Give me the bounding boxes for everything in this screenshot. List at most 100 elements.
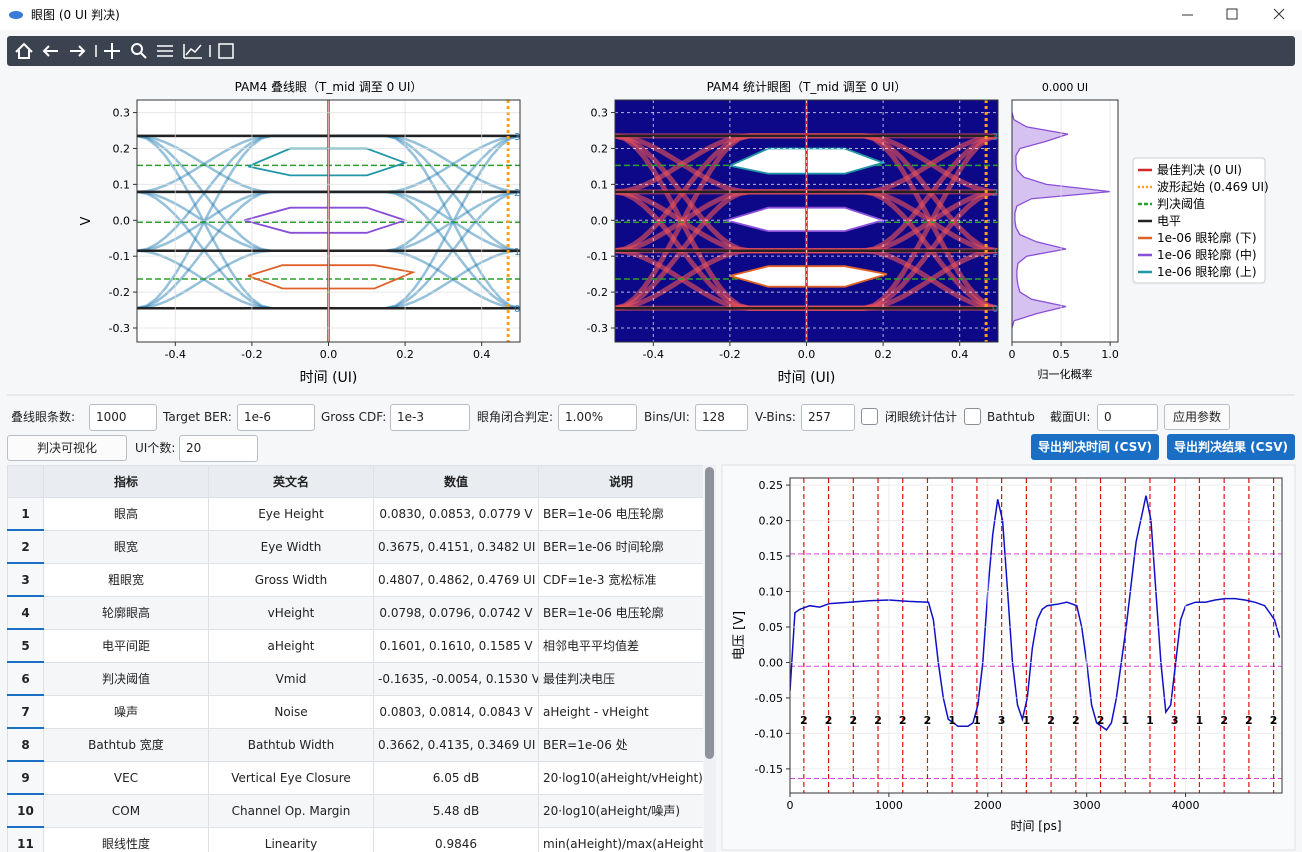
table-row: 9 VEC Vertical Eye Closure 6.05 dB 20·log10(… xyxy=(7,760,703,795)
title-bar xyxy=(0,0,1302,30)
x-tick-label: 0 xyxy=(787,799,794,812)
table-cell: 眼高 xyxy=(43,497,209,531)
scroll-thumb[interactable] xyxy=(705,467,714,759)
table-cell: Linearity xyxy=(208,826,374,852)
level-label: 3 xyxy=(992,132,998,143)
checkbox[interactable] xyxy=(964,408,981,425)
axes-button[interactable] xyxy=(183,44,202,59)
x-tick-label: 1.0 xyxy=(1101,348,1119,361)
table-cell: COM xyxy=(43,793,209,828)
symbol-label: 1 xyxy=(1121,714,1129,727)
pan-button[interactable] xyxy=(104,43,120,59)
table-cell: vHeight xyxy=(208,595,374,630)
y-tick-label: 0.00 xyxy=(759,656,784,669)
symbol-label: 1 xyxy=(1146,714,1154,727)
legend-label: 最佳判决 (0 UI) xyxy=(1157,163,1242,177)
x-tick-label: -0.4 xyxy=(643,348,664,361)
save-button[interactable] xyxy=(218,43,234,59)
y-tick-label: -0.05 xyxy=(755,692,783,705)
symbol-label: 2 xyxy=(1072,714,1080,727)
x-axis-label: 时间 [ps] xyxy=(1010,819,1061,833)
table-cell: Vmid xyxy=(208,661,374,696)
legend-label: 1e-06 眼轮廓 (下) xyxy=(1157,230,1257,245)
x-tick-label: 0.5 xyxy=(1052,348,1070,361)
apply-button[interactable]: 应用参数 xyxy=(1164,404,1230,430)
spin-input[interactable]: 20 xyxy=(179,435,258,462)
table-cell: 0.4807, 0.4862, 0.4769 UI xyxy=(373,562,539,597)
table-cell: Eye Height xyxy=(208,497,374,531)
table-cell: 5.48 dB xyxy=(373,793,539,828)
y-tick-label: -0.1 xyxy=(587,250,608,263)
table-cell: 0.3675, 0.4151, 0.3482 UI xyxy=(373,529,539,564)
x-tick-label: -0.2 xyxy=(719,348,740,361)
maximize[interactable] xyxy=(1226,8,1238,20)
x-tick-label: 0.2 xyxy=(874,348,892,361)
legend-label: 1e-06 眼轮廓 (中) xyxy=(1157,247,1257,262)
table-cell: CDF=1e-3 宽松标准 xyxy=(538,562,703,597)
symbol-label: 1 xyxy=(948,714,956,727)
y-tick-label: -0.10 xyxy=(755,727,783,740)
axes-frame xyxy=(1011,99,1119,343)
table-row: 8 Bathtub 宽度 Bathtub Width 0.3662, 0.4135, … xyxy=(7,727,703,762)
table-body: 1 眼高 Eye Height 0.0830, 0.0853, 0.0779 V BER… xyxy=(7,497,703,852)
table-cell: 0.3662, 0.4135, 0.3469 UI xyxy=(373,727,539,762)
field-input[interactable]: 1.00% xyxy=(558,404,637,431)
scrollbar[interactable] xyxy=(704,465,716,852)
x-tick-label: 0.4 xyxy=(473,348,491,361)
legend-label: 判决阈值 xyxy=(1157,196,1205,211)
table-row: 2 眼宽 Eye Width 0.3675, 0.4151, 0.3482 UI BER… xyxy=(7,529,703,564)
x-axis-label: 时间 (UI) xyxy=(300,370,358,386)
field-label: V-Bins: xyxy=(755,410,796,424)
table-cell: 判决阈值 xyxy=(43,661,209,696)
x-tick-label: 0.4 xyxy=(951,348,969,361)
forward-button[interactable] xyxy=(70,45,86,57)
field-input[interactable]: 128 xyxy=(695,404,748,431)
table-cell: 最佳判决电压 xyxy=(538,661,703,696)
y-tick-label: 0.0 xyxy=(591,214,609,227)
level-label: 3 xyxy=(514,132,520,143)
density-area xyxy=(1012,112,1111,328)
zoom-handle xyxy=(140,52,147,59)
symbol-label: 1 xyxy=(973,714,981,727)
field-input[interactable]: 1000 xyxy=(89,404,157,431)
field-input[interactable]: 1e-6 xyxy=(237,404,315,431)
y-tick-label: -0.3 xyxy=(109,322,130,335)
symbol-label: 2 xyxy=(1047,714,1055,727)
field-input[interactable]: 0 xyxy=(1097,404,1158,431)
export-times-button[interactable]: 导出判决时间 (CSV) xyxy=(1031,434,1159,460)
y-tick-label: 0.05 xyxy=(759,621,784,634)
checkbox-label: Bathtub xyxy=(987,410,1035,424)
field-input[interactable]: 257 xyxy=(801,404,855,431)
close[interactable] xyxy=(1273,8,1285,20)
window-title: 眼图 (0 UI 判决) xyxy=(31,8,120,22)
visualize-button[interactable]: 判决可视化 xyxy=(7,435,127,461)
symbol-label: 2 xyxy=(1097,714,1105,727)
checkbox[interactable] xyxy=(861,408,878,425)
zoom-button[interactable] xyxy=(131,43,143,55)
table-row: 6 判决阈值 Vmid -0.1635, -0.0054, 0.1530 V 最佳判决电… xyxy=(7,661,703,696)
field-input[interactable]: 1e-3 xyxy=(390,404,470,431)
configure-button[interactable] xyxy=(157,45,173,57)
x-tick-label: 3000 xyxy=(1073,799,1101,812)
back-button[interactable] xyxy=(42,45,58,57)
header-cell: 英文名 xyxy=(208,465,374,498)
table-cell: 0.9846 xyxy=(373,826,539,852)
metrics-table-container: 指标 英文名 数值 说明 1 眼高 Eye Height 0.0830, 0.0853, 0.… xyxy=(7,465,703,852)
x-tick-label: 0.0 xyxy=(320,348,338,361)
table-cell: Gross Width xyxy=(208,562,374,597)
x-tick-label: 4000 xyxy=(1172,799,1200,812)
table-cell: 0.0798, 0.0796, 0.0742 V xyxy=(373,595,539,630)
level-label: 1 xyxy=(992,247,998,258)
table-cell: BER=1e-06 电压轮廓 xyxy=(538,497,703,531)
y-axis-label: 电压 [V] xyxy=(732,611,747,660)
table-cell: BER=1e-06 处 xyxy=(538,727,703,762)
field-label: 眼角闭合判定: xyxy=(477,410,554,424)
toolbar xyxy=(7,36,1295,66)
home-button[interactable] xyxy=(15,42,33,59)
table-cell: 噪声 xyxy=(43,694,209,729)
row-index: 5 xyxy=(7,628,44,663)
y-tick-label: 0.15 xyxy=(759,550,784,563)
export-results-button[interactable]: 导出判决结果 (CSV) xyxy=(1167,434,1295,460)
y-tick-label: 0.2 xyxy=(591,142,609,155)
